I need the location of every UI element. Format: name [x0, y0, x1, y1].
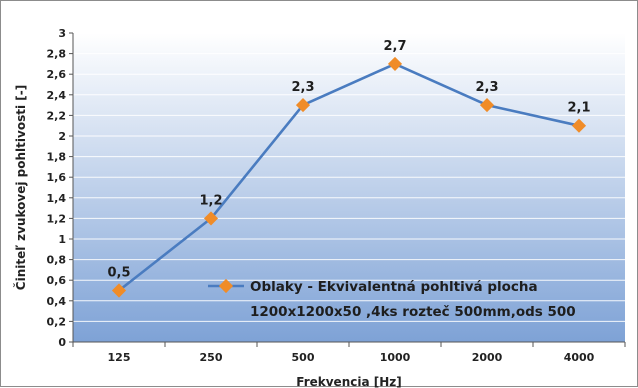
y-tick-label: 2,4 — [47, 89, 67, 102]
data-labels: 0,5 1,2 2,3 2,7 2,3 2,1 — [107, 39, 590, 281]
data-label: 2,1 — [567, 101, 590, 116]
y-tick-label: 2,8 — [47, 48, 67, 61]
y-tick-label: 1,4 — [47, 192, 67, 205]
x-tick-label: 250 — [200, 351, 223, 364]
data-point-marker — [295, 98, 311, 113]
y-tick-label: 1 — [58, 233, 66, 246]
data-point-marker — [479, 98, 495, 113]
y-tick-label: 0,4 — [47, 295, 67, 308]
data-label: 2,3 — [475, 80, 498, 95]
y-axis-ticks: 0 0,2 0,4 0,6 0,8 1 1,2 1,4 1,6 1,8 2 2,2 2,4 2,6 2,8 3 — [47, 27, 73, 349]
x-axis-ticks: 125 250 500 1000 2000 4000 — [72, 342, 626, 364]
data-point-marker — [203, 211, 219, 226]
data-label: 2,3 — [291, 80, 314, 95]
legend-label-line1: Oblaky - Ekvivalentná pohltivá plocha — [250, 279, 538, 295]
data-label: 0,5 — [107, 266, 130, 281]
x-tick-label: 2000 — [472, 351, 503, 364]
data-point-marker — [571, 118, 587, 133]
y-tick-label: 1,6 — [47, 171, 67, 184]
data-label: 2,7 — [383, 39, 406, 54]
x-tick-label: 4000 — [564, 351, 595, 364]
y-tick-label: 1,2 — [47, 212, 67, 225]
x-tick-label: 500 — [292, 351, 315, 364]
data-point-marker — [111, 283, 127, 298]
series-line — [118, 62, 580, 292]
x-tick-label: 125 — [108, 351, 131, 364]
y-tick-label: 0,6 — [47, 274, 67, 287]
y-tick-label: 1,8 — [47, 151, 67, 164]
y-tick-label: 0,8 — [47, 254, 67, 267]
data-label: 1,2 — [199, 193, 222, 208]
y-tick-label: 2,6 — [47, 68, 67, 81]
y-tick-label: 0,2 — [47, 315, 67, 328]
y-tick-label: 3 — [58, 27, 66, 40]
y-tick-label: 2 — [58, 130, 66, 143]
x-axis-title: Frekvencia [Hz] — [296, 375, 401, 388]
plot-area — [73, 33, 625, 342]
x-tick-label: 1000 — [380, 351, 411, 364]
y-axis-title: Činiteľ zvukovej pohltivosti [-] — [13, 85, 28, 290]
data-point-marker — [387, 56, 403, 71]
legend-label-line2: 1200x1200x50 ,4ks rozteč 500mm,ods 500 — [250, 304, 576, 320]
series-group — [111, 56, 587, 298]
y-tick-label: 2,2 — [47, 109, 67, 122]
legend-marker-swatch — [218, 278, 234, 294]
y-tick-label: 0 — [58, 336, 66, 349]
legend: Oblaky - Ekvivalentná pohltivá plocha 12… — [208, 278, 576, 320]
